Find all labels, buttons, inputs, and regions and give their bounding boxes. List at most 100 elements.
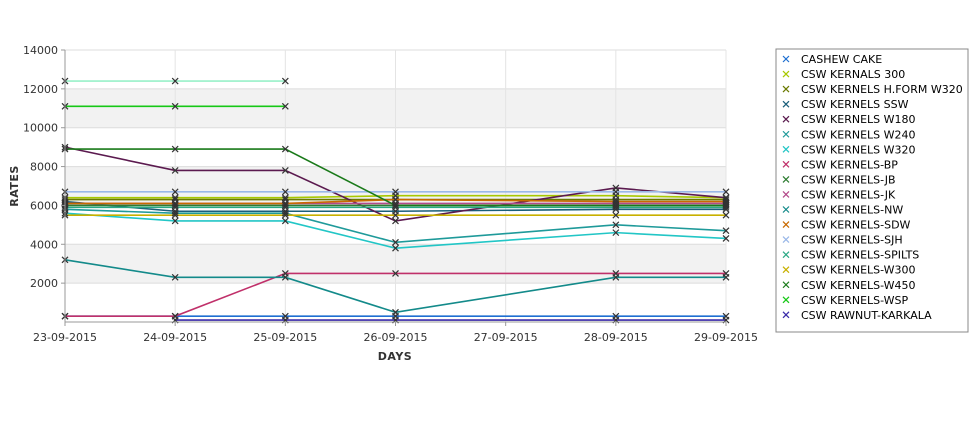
x-tick-label: 25-09-2015 [253,331,317,344]
data-point [612,229,620,237]
x-tick-label: 24-09-2015 [143,331,207,344]
series-line [64,259,726,314]
legend-item: CSW RAWNUT-KARKALA [782,309,932,322]
x-tick-label: 27-09-2015 [474,331,538,344]
data-point [171,209,179,217]
data-point [281,167,289,174]
series-line [64,146,727,222]
legend-swatch [782,236,790,244]
y-tick-label: 4000 [30,238,58,251]
legend-swatch [782,145,790,153]
legend-swatch [782,130,790,138]
legend-label: CSW KERNELS-SDW [801,219,911,232]
data-point [281,209,289,217]
data-point [171,211,179,219]
data-point [392,203,399,211]
legend-item: CASHEW CAKE [782,53,882,66]
legend-swatch [782,160,790,168]
data-point [281,211,289,219]
data-point [281,77,289,85]
legend-label: CSW KERNELS W320 [801,143,916,156]
series-line [65,272,726,317]
series-line [65,194,727,199]
legend-swatch [782,191,790,198]
legend-swatch [782,296,790,304]
data-point [171,77,179,85]
y-tick-label: 10000 [23,122,58,135]
series-markers [61,77,730,324]
data-point [281,203,289,211]
legend-item: CSW KERNELS-SPILTS [782,249,919,262]
legend-label: CSW KERNELS H.FORM W320 [801,83,963,96]
x-tick-label: 29-09-2015 [694,331,758,344]
data-point [171,203,179,211]
data-point [392,244,399,252]
legend-box [775,48,969,333]
data-point [171,167,179,174]
y-tick-label: 14000 [23,44,58,57]
data-point [722,202,730,209]
legend-label: CSW KERNELS-WSP [801,294,909,307]
data-point [612,188,620,196]
x-axis-title: DAYS [378,350,412,363]
data-point [722,227,730,235]
legend-label: CSW KERNALS 300 [801,68,905,81]
x-tick-label: 23-09-2015 [33,331,97,344]
legend-item: CSW KERNELS-SDW [782,219,911,232]
data-point [392,202,399,209]
legend-item: CSW KERNELS-BP [782,158,898,171]
legend-swatch [782,85,790,93]
y-tick-label: 6000 [30,199,58,212]
legend-label: CSW KERNELS W240 [801,128,916,141]
legend-item: CSW KERNELS-JK [782,188,896,201]
data-point [612,211,620,219]
data-point [722,203,730,211]
data-point [171,102,179,110]
legend-item: CSW KERNELS-W450 [782,279,916,292]
legend-label: CASHEW CAKE [801,53,882,66]
legend-swatch [782,70,790,78]
legend-label: CSW KERNELS-JB [801,173,896,186]
data-point [171,273,179,281]
legend-item: CSW KERNELS-W300 [782,264,916,277]
data-point [612,202,620,209]
legend-swatch [782,55,790,63]
series-line [64,212,727,249]
legend-item: CSW KERNELS SSW [782,98,909,111]
data-point [281,188,289,196]
legend-item: CSW KERNELS-NW [782,204,903,217]
data-point [171,217,179,225]
legend-label: CSW RAWNUT-KARKALA [801,309,932,322]
series-line [65,198,726,205]
x-tick-label: 28-09-2015 [584,331,648,344]
legend-swatch [782,115,790,123]
legend-swatch [782,251,790,259]
data-point [392,238,399,246]
data-point [171,202,179,209]
data-point [612,221,620,229]
legend-item: CSW KERNELS-WSP [782,294,909,307]
legend-label: CSW KERNELS SSW [801,98,909,111]
data-point [722,273,730,281]
data-point [722,211,730,219]
data-point [171,188,179,196]
series-line [64,200,726,213]
data-point [722,188,730,196]
legend-label: CSW KERNELS-BP [801,158,898,171]
axes: 2000 4000 6000 8000 10000 12000 14000 23-09-201… [23,44,758,344]
data-point [392,196,399,204]
legend-label: CSW KERNELS-JK [801,188,896,201]
data-point [281,102,289,110]
legend-item: CSW KERNELS-SJH [782,234,903,247]
data-point [722,235,730,242]
legend-item: CSW KERNELS H.FORM W320 [782,83,963,96]
data-point [392,308,399,316]
legend-label: CSW KERNELS-W450 [801,279,916,292]
data-point [281,145,289,153]
data-point [281,217,289,225]
legend: CASHEW CAKE CSW KERNALS 300 CSW KERNELS H.… [775,48,969,333]
legend-label: CSW KERNELS W180 [801,113,916,126]
data-point [392,217,399,225]
legend-item: CSW KERNALS 300 [782,68,905,81]
